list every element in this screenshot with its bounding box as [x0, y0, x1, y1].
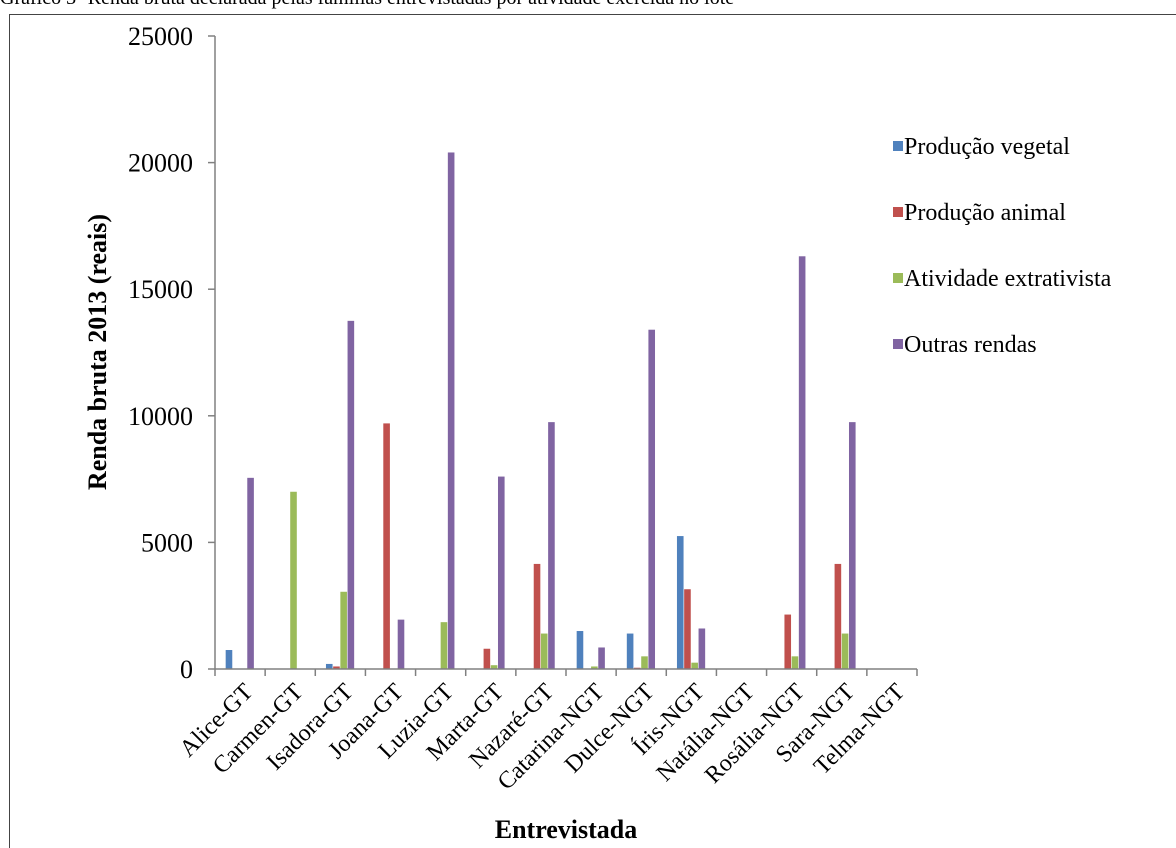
y-tick-label: 15000: [128, 275, 193, 304]
bars-group: [225, 152, 856, 670]
legend-label: Produção animal: [904, 200, 1066, 226]
legend-swatch: [893, 207, 903, 217]
bar-outras-rendas: [497, 476, 505, 669]
bar-outras-rendas: [598, 647, 605, 669]
y-axis-label: Renda bruta 2013 (reais): [83, 214, 112, 490]
legend-label: Outras rendas: [904, 332, 1037, 358]
bar-outras-rendas: [798, 256, 806, 669]
y-tick-label: 5000: [141, 528, 193, 557]
legend-swatch: [893, 273, 903, 283]
bar-outras-rendas: [397, 619, 405, 669]
bar-produção-animal: [333, 666, 340, 669]
bar-produção-animal: [383, 423, 390, 669]
bar-produção-vegetal: [676, 536, 684, 669]
bar-atividade-extrativista: [290, 491, 297, 669]
legend-label: Produção vegetal: [904, 134, 1070, 160]
bar-outras-rendas: [548, 422, 555, 669]
bar-atividade-extrativista: [490, 665, 498, 669]
axes-group: [208, 35, 918, 676]
bar-produção-vegetal: [626, 633, 634, 669]
bar-produção-animal: [684, 589, 691, 669]
bar-outras-rendas: [698, 628, 706, 669]
bar-produção-vegetal: [576, 631, 584, 669]
bar-atividade-extrativista: [791, 656, 799, 669]
bar-outras-rendas: [648, 329, 656, 669]
y-tick-label: 10000: [128, 402, 193, 431]
y-tick-label: 25000: [128, 22, 193, 51]
bar-atividade-extrativista: [841, 633, 849, 669]
chart-frame: [9, 14, 1176, 848]
legend: Produção vegetal Produção animal Atividade…: [893, 134, 1112, 358]
bar-outras-rendas: [247, 477, 254, 669]
bar-produção-animal: [834, 563, 842, 669]
bar-outras-rendas: [447, 152, 455, 670]
bar-produção-animal: [533, 563, 541, 669]
legend-label: Atividade extrativista: [904, 266, 1112, 292]
bar-atividade-extrativista: [641, 656, 648, 669]
bar-atividade-extrativista: [440, 622, 448, 669]
legend-swatch: [893, 339, 903, 349]
legend-swatch: [893, 141, 903, 151]
bar-produção-vegetal: [325, 663, 333, 669]
y-tick-labels: 0 5000 10000 15000 20000 25000: [128, 22, 193, 684]
bar-produção-animal: [483, 648, 491, 669]
bar-produção-animal: [784, 614, 792, 669]
y-tick-label: 20000: [128, 149, 193, 178]
bar-atividade-extrativista: [540, 633, 548, 669]
x-tick-labels: Alice-GTCarmen-GTIsadora-GTJoana-GTLuzia…: [175, 679, 911, 796]
y-tick-label: 0: [180, 655, 193, 684]
bar-outras-rendas: [347, 320, 355, 669]
bar-atividade-extrativista: [340, 591, 347, 669]
x-axis-label: Entrevistada: [495, 815, 638, 844]
bar-produção-vegetal: [225, 650, 233, 669]
bar-atividade-extrativista: [691, 662, 698, 669]
chart-title: Gráfico 3- Renda bruta declarada pelas f…: [0, 0, 1176, 10]
bar-outras-rendas: [848, 422, 856, 669]
bar-atividade-extrativista: [591, 666, 598, 669]
